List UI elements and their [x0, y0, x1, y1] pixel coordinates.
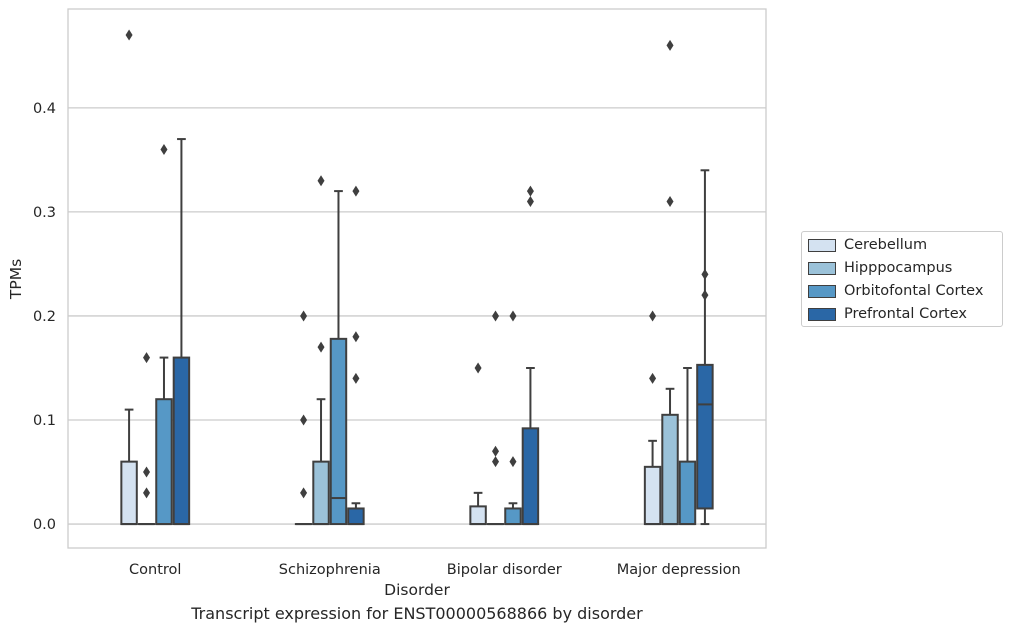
outlier-point [649, 310, 657, 322]
legend-label-orbitofrontal-cortex: Orbitofontal Cortex [844, 283, 984, 299]
outlier-point [352, 331, 360, 343]
box-rect [643, 465, 662, 526]
x-tick-label: Schizophrenia [279, 562, 381, 578]
outlier-point [492, 445, 500, 457]
legend-swatch-hippocampus [808, 261, 836, 275]
box-rect [678, 460, 697, 526]
box-rect [155, 398, 173, 526]
y-tick-label: 0.2 [33, 309, 56, 325]
box-group [155, 143, 173, 526]
box-rect [504, 507, 522, 526]
outlier-point [317, 175, 325, 187]
x-axis-label: Disorder [384, 581, 450, 599]
box-group [661, 39, 679, 526]
outlier-point [666, 196, 674, 207]
legend-item-hippocampus: Hipppocampus [808, 258, 952, 278]
box-rect [347, 507, 365, 526]
legend-item-orbitofrontal-cortex: Orbitofontal Cortex [808, 281, 983, 301]
outlier-point [352, 372, 360, 384]
box-rect [696, 363, 714, 510]
y-tick-label: 0.1 [33, 413, 56, 429]
outlier-point [666, 39, 674, 51]
legend-swatch-orbitofrontal-cortex [808, 284, 836, 298]
outlier-point [701, 268, 709, 280]
outlier-point [474, 362, 482, 374]
y-tick-labels: 0.0 0.1 0.2 0.3 0.4 [33, 101, 56, 533]
y-tick-label: 0.0 [33, 517, 56, 533]
outlier-point [509, 456, 517, 468]
box-group [120, 29, 138, 526]
legend-label-prefrontal-cortex: Prefrontal Cortex [844, 306, 967, 322]
box-rect [312, 460, 330, 526]
box-group [696, 169, 714, 526]
outlier-point [300, 414, 308, 426]
outlier-point [701, 289, 709, 301]
box-rect [120, 460, 138, 526]
outlier-point [492, 310, 500, 322]
box-group [294, 310, 313, 526]
outlier-point [492, 456, 500, 468]
legend-swatch-cerebellum [808, 238, 836, 252]
y-tick-label: 0.4 [33, 101, 56, 117]
outlier-point [509, 310, 517, 322]
outlier-point [125, 29, 133, 41]
legend-swatch-prefrontal-cortex [808, 307, 836, 321]
y-axis-label: TPMs [7, 259, 25, 300]
box-rect [469, 505, 487, 526]
outlier-point [526, 185, 534, 197]
box-group [312, 175, 330, 526]
box-group [643, 310, 662, 526]
outlier-point [352, 185, 360, 197]
legend: Cerebellum Hipppocampus Orbitofontal Cor… [801, 231, 1003, 327]
box-group [521, 185, 540, 526]
y-tick-label: 0.3 [33, 205, 56, 221]
outlier-point [317, 341, 325, 353]
outlier-point [649, 372, 657, 384]
box-group [504, 310, 522, 526]
box-group [329, 190, 348, 526]
x-tick-label: Major depression [617, 562, 741, 578]
legend-item-prefrontal-cortex: Prefrontal Cortex [808, 304, 967, 324]
x-tick-label: Control [129, 562, 181, 578]
box-group [486, 310, 505, 526]
box-group [172, 138, 191, 526]
plot-frame [67, 8, 767, 549]
chart-caption: Transcript expression for ENST0000056886… [191, 604, 643, 623]
outlier-point [143, 352, 151, 364]
outlier-point [160, 143, 168, 155]
outlier-point [143, 487, 151, 499]
box-rect [521, 427, 540, 526]
outlier-point [526, 196, 534, 207]
outlier-point [143, 466, 151, 478]
box-rect [661, 413, 679, 526]
x-tick-label: Bipolar disorder [447, 562, 562, 578]
legend-label-cerebellum: Cerebellum [844, 237, 928, 253]
box-group [678, 366, 697, 526]
legend-item-cerebellum: Cerebellum [808, 235, 927, 255]
outlier-point [300, 310, 308, 322]
x-tick-labels: Control Schizophrenia Bipolar disorder Majo… [129, 562, 741, 578]
box-marks [120, 29, 714, 526]
box-group [137, 352, 156, 526]
box-rect [172, 356, 191, 526]
box-group [469, 362, 487, 526]
outlier-point [300, 487, 308, 499]
box-group [347, 185, 365, 526]
box-rect [329, 337, 348, 526]
legend-label-hippocampus: Hipppocampus [844, 260, 953, 276]
